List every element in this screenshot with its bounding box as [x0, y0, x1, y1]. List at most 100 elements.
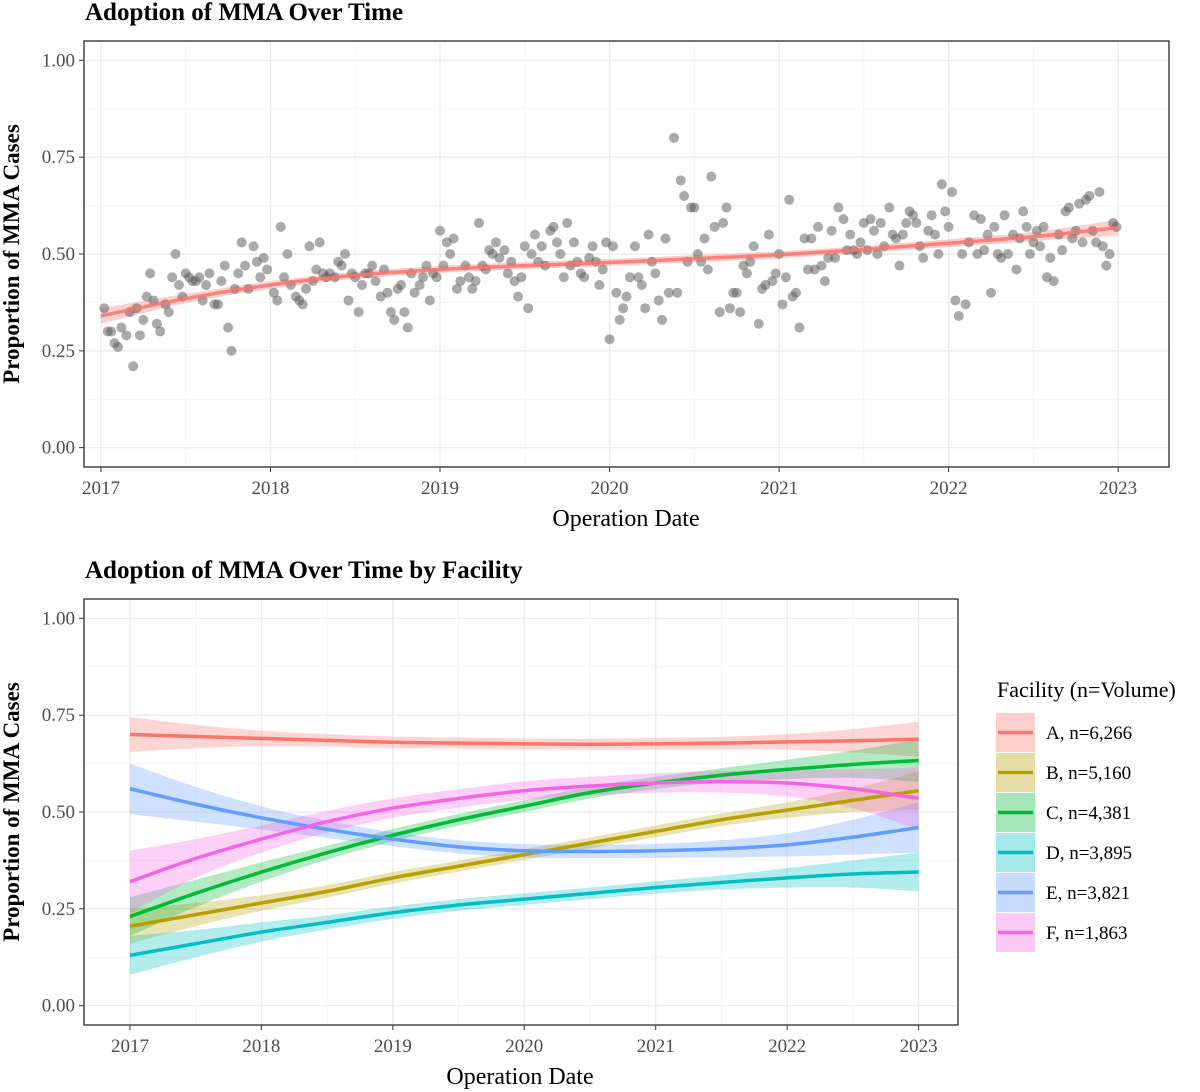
data-point	[611, 287, 622, 298]
data-point	[431, 272, 442, 283]
chart-panel-overall: Adoption of MMA Over Time 0.000.250.500.…	[0, 0, 1170, 532]
data-point	[268, 287, 279, 298]
data-point	[714, 307, 725, 318]
data-point	[869, 225, 880, 236]
data-point	[999, 210, 1010, 221]
series-line-5	[129, 787, 919, 854]
data-point	[875, 218, 886, 229]
data-point	[279, 272, 290, 283]
data-point	[767, 276, 778, 287]
data-point	[121, 330, 132, 341]
data-point	[653, 295, 664, 306]
x-tick-label: 2018	[251, 478, 289, 499]
data-point	[314, 237, 325, 248]
data-point	[597, 264, 608, 275]
y-axis-label: Proportion of MMA Cases	[0, 682, 24, 942]
data-point	[399, 307, 410, 318]
data-point	[806, 233, 817, 244]
data-point	[731, 287, 742, 298]
x-tick-label: 2023	[900, 1036, 938, 1057]
x-tick-label: 2019	[421, 478, 459, 499]
data-point	[960, 299, 971, 310]
data-point	[830, 252, 841, 263]
data-point	[933, 249, 944, 259]
x-tick-label: 2023	[1099, 478, 1137, 499]
data-point	[526, 249, 537, 259]
x-tick-label: 2022	[768, 1036, 806, 1057]
data-point	[957, 249, 968, 259]
data-point	[930, 229, 941, 240]
data-point	[982, 229, 993, 240]
data-point	[470, 276, 481, 287]
data-point	[151, 318, 162, 329]
data-point	[579, 272, 590, 283]
data-point	[813, 221, 824, 232]
data-point	[248, 241, 259, 252]
data-point	[555, 249, 566, 259]
data-point	[621, 291, 632, 302]
data-point	[663, 287, 674, 298]
data-point	[551, 237, 562, 248]
data-point	[763, 229, 774, 240]
data-point	[721, 202, 732, 213]
data-point	[1094, 187, 1105, 198]
data-point	[167, 272, 178, 283]
data-point	[838, 214, 849, 225]
data-point	[226, 345, 237, 356]
data-point	[1045, 252, 1056, 263]
data-point	[536, 241, 547, 252]
data-point	[282, 249, 293, 259]
data-point	[106, 326, 117, 337]
chart-title: Adoption of MMA Over Time	[85, 0, 403, 26]
confidence-band-series-2	[130, 771, 919, 944]
data-point	[668, 132, 679, 143]
data-point	[1101, 260, 1112, 271]
data-point	[748, 241, 759, 252]
legend-label: B, n=5,160	[1046, 763, 1131, 784]
data-point	[134, 330, 145, 341]
data-point	[607, 241, 618, 252]
data-point	[784, 194, 795, 205]
data-point	[979, 245, 990, 256]
data-point	[494, 252, 505, 263]
x-axis-label: Operation Date	[446, 1064, 593, 1090]
data-point	[275, 221, 286, 232]
data-point	[753, 318, 764, 329]
data-point	[568, 237, 579, 248]
data-point	[370, 276, 381, 287]
data-point	[770, 268, 781, 279]
data-point	[451, 283, 462, 294]
x-tick-label: 2021	[760, 478, 798, 499]
data-point	[604, 334, 615, 345]
data-point	[943, 221, 954, 232]
data-point	[633, 272, 644, 283]
x-tick-label: 2017	[82, 478, 120, 499]
data-point	[155, 326, 166, 337]
data-point	[855, 237, 866, 248]
data-point	[884, 202, 895, 213]
series-line-2	[129, 788, 919, 928]
x-tick-label: 2020	[505, 1036, 543, 1057]
data-point	[219, 260, 230, 271]
data-point	[258, 252, 269, 263]
x-tick-label: 2017	[111, 1036, 149, 1057]
data-point	[272, 295, 283, 306]
series-line-4	[129, 870, 919, 958]
data-point	[865, 214, 876, 225]
series-lines	[129, 732, 919, 958]
data-point	[1057, 245, 1068, 256]
data-point	[424, 295, 435, 306]
data-point	[936, 179, 947, 190]
x-tick-label: 2019	[374, 1036, 412, 1057]
data-point	[587, 241, 598, 252]
trend-line-path	[100, 225, 1119, 318]
data-point	[1024, 249, 1035, 259]
data-point	[558, 272, 569, 283]
data-point	[618, 303, 629, 314]
data-point	[562, 218, 573, 229]
data-point	[745, 256, 756, 267]
data-point	[170, 249, 181, 259]
data-point	[197, 295, 208, 306]
data-point	[502, 268, 513, 279]
data-point	[679, 190, 690, 201]
